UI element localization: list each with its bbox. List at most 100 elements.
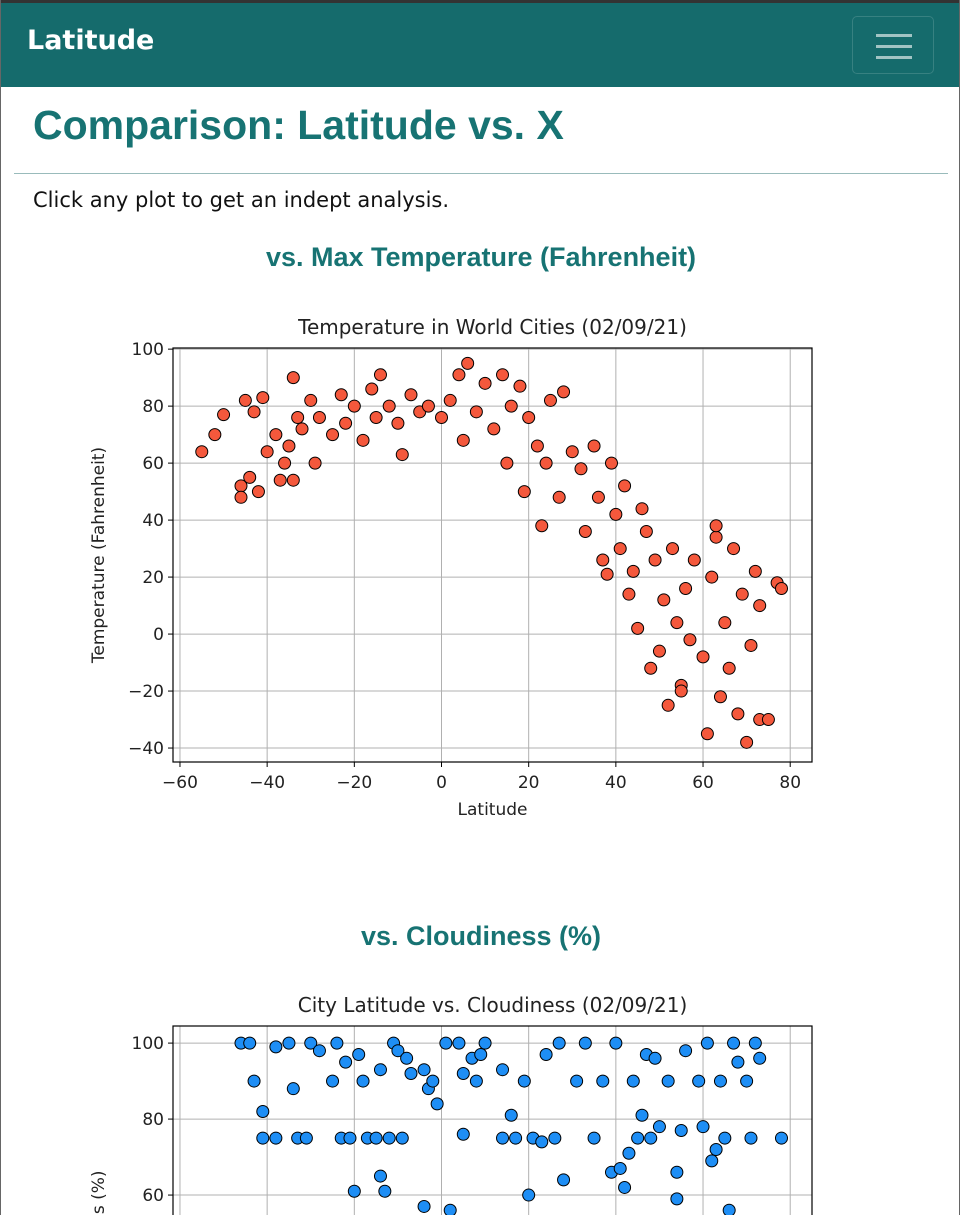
- data-point: [530, 439, 544, 453]
- data-point: [373, 368, 387, 382]
- chart-title: City Latitude vs. Cloudiness (02/09/21): [298, 993, 688, 1017]
- plot[interactable]: City Latitude vs. Cloudiness (02/09/21)−…: [1, 980, 960, 1215]
- data-point: [256, 1131, 270, 1145]
- data-point: [426, 1074, 440, 1088]
- data-point: [299, 1131, 313, 1145]
- data-point: [326, 1074, 340, 1088]
- data-point: [578, 524, 592, 538]
- data-point: [404, 388, 418, 402]
- data-point: [740, 1074, 754, 1088]
- data-point: [469, 405, 483, 419]
- data-point: [373, 1169, 387, 1183]
- data-point: [352, 1047, 366, 1061]
- data-point: [722, 1203, 736, 1215]
- x-tick-label: −40: [249, 773, 285, 793]
- data-point: [700, 727, 714, 741]
- x-tick-label: −20: [336, 773, 372, 793]
- data-point: [670, 616, 684, 630]
- data-point: [622, 1146, 636, 1160]
- data-point: [347, 399, 361, 413]
- data-point: [260, 445, 274, 459]
- data-point: [622, 587, 636, 601]
- y-tick-label: −40: [128, 739, 164, 759]
- page-title: Comparison: Latitude vs. X: [33, 102, 564, 148]
- data-point: [744, 638, 758, 652]
- data-point: [718, 616, 732, 630]
- data-point: [504, 399, 518, 413]
- data-point: [670, 1192, 684, 1206]
- data-point: [727, 1036, 741, 1050]
- data-point: [308, 456, 322, 470]
- data-point: [452, 1036, 466, 1050]
- data-point: [731, 707, 745, 721]
- data-point: [735, 587, 749, 601]
- data-point: [661, 1074, 675, 1088]
- data-point: [456, 1127, 470, 1141]
- data-point: [613, 542, 627, 556]
- data-point: [208, 428, 222, 442]
- y-tick-label: 60: [142, 1186, 164, 1206]
- data-point: [609, 1036, 623, 1050]
- data-point: [435, 411, 449, 425]
- data-point: [286, 371, 300, 385]
- data-point: [753, 1051, 767, 1065]
- data-point: [312, 411, 326, 425]
- data-point: [456, 433, 470, 447]
- data-point: [443, 393, 457, 407]
- data-point: [548, 1131, 562, 1145]
- data-point: [496, 1063, 510, 1077]
- data-point: [282, 439, 296, 453]
- menu-toggle[interactable]: [852, 16, 934, 74]
- data-point: [487, 422, 501, 436]
- data-point: [631, 621, 645, 635]
- data-point: [282, 1036, 296, 1050]
- y-tick-label: 100: [132, 340, 164, 360]
- data-point: [578, 1036, 592, 1050]
- data-point: [217, 408, 231, 422]
- data-point: [256, 391, 270, 405]
- plot[interactable]: Temperature in World Cities (02/09/21) −6…: [1, 300, 960, 840]
- data-point: [626, 564, 640, 578]
- axes-frame: [172, 1025, 813, 1215]
- data-point: [517, 485, 531, 499]
- data-point: [696, 1120, 710, 1134]
- data-point: [378, 1184, 392, 1198]
- data-point: [312, 1044, 326, 1058]
- data-point: [421, 399, 435, 413]
- data-point: [687, 553, 701, 567]
- divider: [14, 173, 948, 174]
- y-tick-label: 100: [132, 1034, 164, 1054]
- data-point: [395, 448, 409, 462]
- data-point: [195, 445, 209, 459]
- data-point: [251, 485, 265, 499]
- data-point: [238, 393, 252, 407]
- data-point: [356, 433, 370, 447]
- data-point: [456, 1066, 470, 1080]
- data-point: [286, 1082, 300, 1096]
- data-point: [452, 368, 466, 382]
- y-tick-label: 80: [142, 1110, 164, 1130]
- brand[interactable]: Latitude: [27, 25, 155, 56]
- data-point: [552, 490, 566, 504]
- data-point: [400, 1051, 414, 1065]
- data-point: [661, 698, 675, 712]
- data-point: [748, 1036, 762, 1050]
- data-point: [705, 570, 719, 584]
- data-point: [496, 368, 510, 382]
- data-point: [709, 519, 723, 533]
- data-point: [591, 490, 605, 504]
- data-point: [674, 684, 688, 698]
- data-point: [535, 519, 549, 533]
- data-point: [273, 473, 287, 487]
- data-point: [722, 661, 736, 675]
- x-tick-label: 80: [779, 773, 801, 793]
- data-point: [700, 1036, 714, 1050]
- data-point: [234, 490, 248, 504]
- data-point: [404, 1066, 418, 1080]
- data-point: [286, 473, 300, 487]
- data-point: [670, 1165, 684, 1179]
- data-point: [635, 1108, 649, 1122]
- data-point: [679, 581, 693, 595]
